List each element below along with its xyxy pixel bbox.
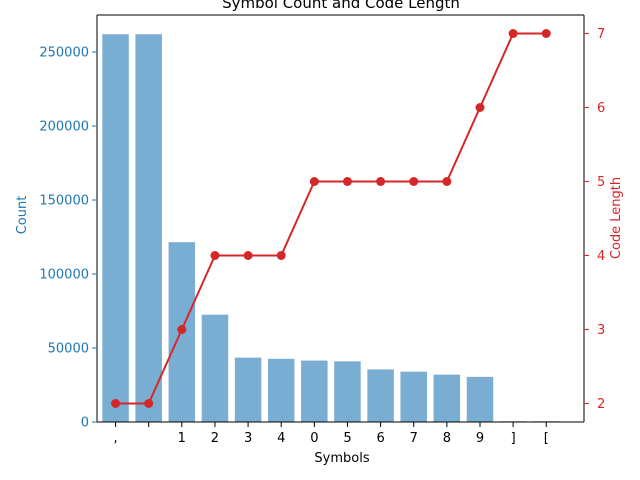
right-tick-label-0: 2 bbox=[597, 397, 605, 412]
code-length-point-5 bbox=[276, 251, 286, 260]
x-tick-label-13: [ bbox=[544, 431, 549, 446]
code-length-point-10 bbox=[442, 177, 452, 186]
code-length-point-9 bbox=[409, 177, 419, 186]
x-tick-label-7: 5 bbox=[343, 431, 351, 446]
bar-5 bbox=[267, 358, 295, 422]
bar-10 bbox=[433, 374, 461, 422]
x-tick-label-12: ] bbox=[511, 431, 516, 446]
x-axis-title: Symbols bbox=[314, 451, 369, 466]
bar-11 bbox=[466, 376, 494, 422]
x-tick-label-10: 8 bbox=[443, 431, 451, 446]
right-tick-label-2: 4 bbox=[597, 249, 605, 264]
bar-7 bbox=[334, 361, 361, 422]
code-length-point-8 bbox=[376, 177, 386, 186]
code-length-point-12 bbox=[508, 29, 518, 38]
right-tick-label-5: 7 bbox=[597, 27, 605, 42]
bar-4 bbox=[234, 357, 262, 422]
right-tick-label-4: 6 bbox=[597, 101, 605, 116]
right-tick-label-1: 3 bbox=[597, 323, 605, 338]
bar-9 bbox=[400, 371, 427, 422]
bar-8 bbox=[367, 369, 394, 422]
bar-3 bbox=[201, 314, 229, 422]
code-length-point-6 bbox=[309, 177, 319, 186]
y-axis-left-title: Count bbox=[15, 196, 30, 235]
x-tick-label-2: 1 bbox=[178, 431, 186, 446]
left-tick-label-4: 200000 bbox=[39, 120, 89, 135]
chart-title: Symbol Count and Code Length bbox=[222, 0, 460, 12]
x-tick-label-5: 4 bbox=[277, 431, 285, 446]
code-length-point-7 bbox=[342, 177, 352, 186]
code-length-point-11 bbox=[475, 103, 485, 112]
x-tick-label-6: 0 bbox=[310, 431, 318, 446]
x-tick-label-0: , bbox=[113, 431, 117, 446]
code-length-point-3 bbox=[210, 251, 220, 260]
bar-6 bbox=[301, 360, 328, 422]
x-tick-label-11: 9 bbox=[476, 431, 484, 446]
right-tick-label-3: 5 bbox=[597, 175, 605, 190]
left-tick-label-1: 50000 bbox=[48, 342, 89, 357]
x-tick-label-3: 2 bbox=[211, 431, 219, 446]
code-length-point-2 bbox=[177, 325, 187, 334]
bar-0 bbox=[102, 34, 129, 423]
left-tick-label-0: 0 bbox=[81, 416, 89, 431]
y-axis-right-title: Code Length bbox=[609, 177, 624, 259]
code-length-point-13 bbox=[541, 29, 551, 38]
left-tick-label-5: 250000 bbox=[39, 46, 89, 61]
code-length-point-1 bbox=[144, 399, 154, 408]
left-tick-label-2: 100000 bbox=[39, 268, 89, 283]
left-tick-label-3: 150000 bbox=[39, 194, 89, 209]
x-tick-label-8: 6 bbox=[376, 431, 384, 446]
code-length-point-4 bbox=[243, 251, 253, 260]
x-tick-label-9: 7 bbox=[410, 431, 418, 446]
bar-1 bbox=[135, 34, 162, 423]
code-length-point-0 bbox=[111, 399, 121, 408]
code-length-line bbox=[115, 32, 547, 405]
x-tick-label-4: 3 bbox=[244, 431, 252, 446]
